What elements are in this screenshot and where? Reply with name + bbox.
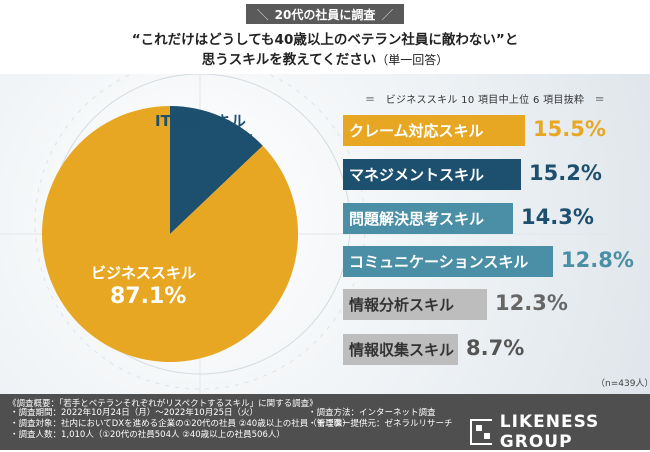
survey-period: ・調査期間：2022年10月24日（月）〜2022年10月25日（火） [10,408,259,418]
survey-tag-text: 20代の社員に調査 [274,7,376,22]
bar-value-1: 15.5% [533,117,606,141]
bar-6: 情報収集スキル [343,334,458,365]
bar-label-1: クレーム対応スキル [349,122,484,140]
bar-4: コミュニケーションスキル [343,246,553,277]
survey-details-left: ・調査期間：2022年10月24日（月）〜2022年10月25日（火） ・調査対… [10,408,351,441]
company-logo: LIKENESS GROUP [470,412,650,452]
question-title: “これだけはどうしても40歳以上のベテラン社員に敵わない”と 思うスキルを教えて… [0,30,650,70]
footer: 《調査概要：「若手とベテランそれぞれがリスペクトするスキル」に関する調査》 ・調… [0,394,650,452]
chart-area: IT関連スキル 12.9% ビジネススキル 87.1% ＝ ビジネススキル 10… [0,74,650,394]
bar-label-5: 情報分析スキル [349,296,455,314]
pie-value-business: 87.1% [110,284,187,309]
survey-overview-title: 《調査概要：「若手とベテランそれぞれがリスペクトするスキル」に関する調査》 [8,399,318,409]
pie-slice-business [42,106,299,362]
logo-mark-icon [470,419,492,445]
bar-1: クレーム対応スキル [343,115,525,146]
bar-value-5: 12.3% [495,291,568,315]
bar-3: 問題解決思考スキル [343,203,513,234]
bar-label-6: 情報収集スキル [349,341,455,359]
survey-tag: ＼ 20代の社員に調査 ／ [246,4,404,24]
pie-label-business: ビジネススキル [91,264,197,282]
bar-2: マネジメントスキル [343,159,521,190]
pie-slice-it [170,106,263,234]
question-sub: （単一回答） [376,53,449,67]
survey-details-right: ・調査方法：インターネット調査 ・モニター提供元：ゼネラルリサーチ [308,408,453,430]
survey-method: ・調査方法：インターネット調査 [308,408,436,418]
pie-chart [42,106,299,362]
survey-target: ・調査対象：社内においてDXを進める企業の①20代の社員 ②40歳以上の社員（管… [10,419,351,429]
pie-label-it: IT関連スキル [155,112,246,130]
bar-chart-title: ＝ ビジネススキル 10 項目中上位 6 項目抜粋 ＝ [365,95,605,106]
header: ＼ 20代の社員に調査 ／ “これだけはどうしても40歳以上のベテラン社員に敵わ… [0,0,650,74]
sample-size-label: （n=439人） [596,379,650,389]
question-line-1: “これだけはどうしても40歳以上のベテラン社員に敵わない”と [131,32,519,48]
bar-value-4: 12.8% [561,248,634,272]
bar-value-3: 14.3% [521,205,594,229]
bar-5: 情報分析スキル [343,289,487,320]
bar-label-4: コミュニケーションスキル [349,253,529,271]
pie-value-it: 12.9% [181,132,258,157]
question-line-2: 思うスキルを教えてください [201,52,377,68]
survey-count: ・調査人数：1,010人（①20代の社員504人 ②40歳以上の社員506人） [10,430,285,440]
bar-value-6: 8.7% [466,336,525,360]
bar-value-2: 15.2% [529,161,602,185]
logo-text: LIKENESS GROUP [499,412,600,452]
bar-label-3: 問題解決思考スキル [349,210,485,228]
bar-label-2: マネジメントスキル [349,166,485,184]
survey-provider: ・モニター提供元：ゼネラルリサーチ [308,419,453,429]
